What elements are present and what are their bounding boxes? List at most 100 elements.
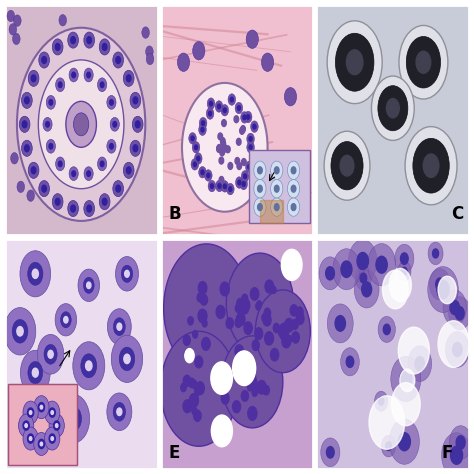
Circle shape bbox=[246, 115, 250, 119]
Circle shape bbox=[27, 190, 35, 201]
Circle shape bbox=[241, 126, 246, 133]
Circle shape bbox=[133, 145, 137, 152]
Circle shape bbox=[321, 438, 340, 467]
Circle shape bbox=[124, 354, 130, 364]
Circle shape bbox=[223, 108, 226, 112]
Circle shape bbox=[17, 28, 146, 221]
Text: E: E bbox=[168, 444, 180, 462]
Circle shape bbox=[383, 270, 408, 309]
Circle shape bbox=[428, 266, 458, 312]
Circle shape bbox=[217, 145, 221, 151]
Circle shape bbox=[58, 82, 62, 88]
Circle shape bbox=[386, 442, 392, 450]
Circle shape bbox=[87, 36, 91, 44]
Circle shape bbox=[235, 318, 241, 328]
Circle shape bbox=[242, 294, 248, 303]
Bar bbox=[8, 384, 77, 465]
Circle shape bbox=[449, 426, 472, 459]
Circle shape bbox=[121, 265, 133, 283]
Circle shape bbox=[398, 327, 429, 374]
Circle shape bbox=[233, 401, 240, 413]
Circle shape bbox=[123, 162, 134, 178]
Circle shape bbox=[348, 239, 377, 283]
Circle shape bbox=[331, 142, 363, 190]
Circle shape bbox=[10, 153, 18, 164]
Circle shape bbox=[15, 405, 40, 442]
Circle shape bbox=[108, 309, 131, 345]
Circle shape bbox=[367, 244, 396, 286]
Circle shape bbox=[389, 268, 411, 301]
Circle shape bbox=[256, 302, 261, 310]
Circle shape bbox=[287, 161, 300, 180]
Circle shape bbox=[193, 42, 205, 60]
Circle shape bbox=[39, 181, 49, 197]
Circle shape bbox=[55, 157, 65, 171]
Circle shape bbox=[191, 136, 194, 141]
Circle shape bbox=[39, 52, 49, 68]
Circle shape bbox=[248, 372, 255, 383]
Circle shape bbox=[23, 401, 38, 424]
Circle shape bbox=[40, 442, 43, 446]
Circle shape bbox=[44, 344, 57, 364]
Circle shape bbox=[355, 266, 372, 290]
Circle shape bbox=[248, 377, 255, 388]
Circle shape bbox=[222, 336, 283, 428]
Circle shape bbox=[191, 159, 199, 170]
Circle shape bbox=[133, 97, 137, 104]
Circle shape bbox=[55, 198, 60, 205]
Circle shape bbox=[198, 282, 207, 294]
Circle shape bbox=[376, 256, 387, 273]
Circle shape bbox=[45, 427, 60, 450]
Circle shape bbox=[220, 149, 225, 156]
Circle shape bbox=[117, 408, 122, 416]
Circle shape bbox=[55, 424, 58, 428]
Circle shape bbox=[291, 185, 296, 192]
Circle shape bbox=[290, 305, 298, 316]
Circle shape bbox=[32, 368, 38, 377]
Circle shape bbox=[23, 421, 29, 430]
Circle shape bbox=[216, 180, 223, 191]
Circle shape bbox=[274, 185, 279, 192]
Circle shape bbox=[55, 44, 60, 50]
Circle shape bbox=[291, 204, 296, 210]
Circle shape bbox=[451, 446, 463, 464]
Circle shape bbox=[258, 167, 262, 174]
Circle shape bbox=[449, 297, 471, 330]
Circle shape bbox=[248, 407, 257, 420]
Circle shape bbox=[59, 15, 66, 26]
Circle shape bbox=[184, 349, 190, 358]
Circle shape bbox=[241, 171, 249, 182]
Circle shape bbox=[100, 161, 104, 167]
Circle shape bbox=[34, 432, 49, 456]
Circle shape bbox=[31, 167, 36, 174]
Circle shape bbox=[201, 121, 205, 126]
Circle shape bbox=[395, 244, 414, 273]
Circle shape bbox=[423, 154, 439, 177]
Circle shape bbox=[194, 145, 198, 150]
Circle shape bbox=[17, 327, 23, 336]
Circle shape bbox=[271, 286, 276, 293]
Circle shape bbox=[221, 104, 228, 116]
Circle shape bbox=[253, 124, 256, 129]
Circle shape bbox=[341, 348, 359, 376]
Circle shape bbox=[49, 434, 55, 443]
Circle shape bbox=[64, 317, 68, 323]
Circle shape bbox=[438, 276, 456, 304]
Circle shape bbox=[201, 294, 208, 305]
Circle shape bbox=[400, 370, 412, 388]
Circle shape bbox=[265, 280, 273, 293]
Circle shape bbox=[438, 321, 469, 367]
Circle shape bbox=[357, 253, 368, 270]
Circle shape bbox=[235, 157, 240, 164]
Circle shape bbox=[443, 290, 466, 325]
Circle shape bbox=[68, 201, 78, 217]
Circle shape bbox=[211, 362, 232, 394]
Circle shape bbox=[113, 181, 124, 197]
Circle shape bbox=[196, 386, 201, 393]
Circle shape bbox=[37, 335, 64, 374]
Circle shape bbox=[235, 102, 243, 114]
Circle shape bbox=[413, 138, 449, 193]
Circle shape bbox=[98, 157, 107, 171]
Circle shape bbox=[25, 97, 29, 104]
Circle shape bbox=[271, 348, 279, 361]
